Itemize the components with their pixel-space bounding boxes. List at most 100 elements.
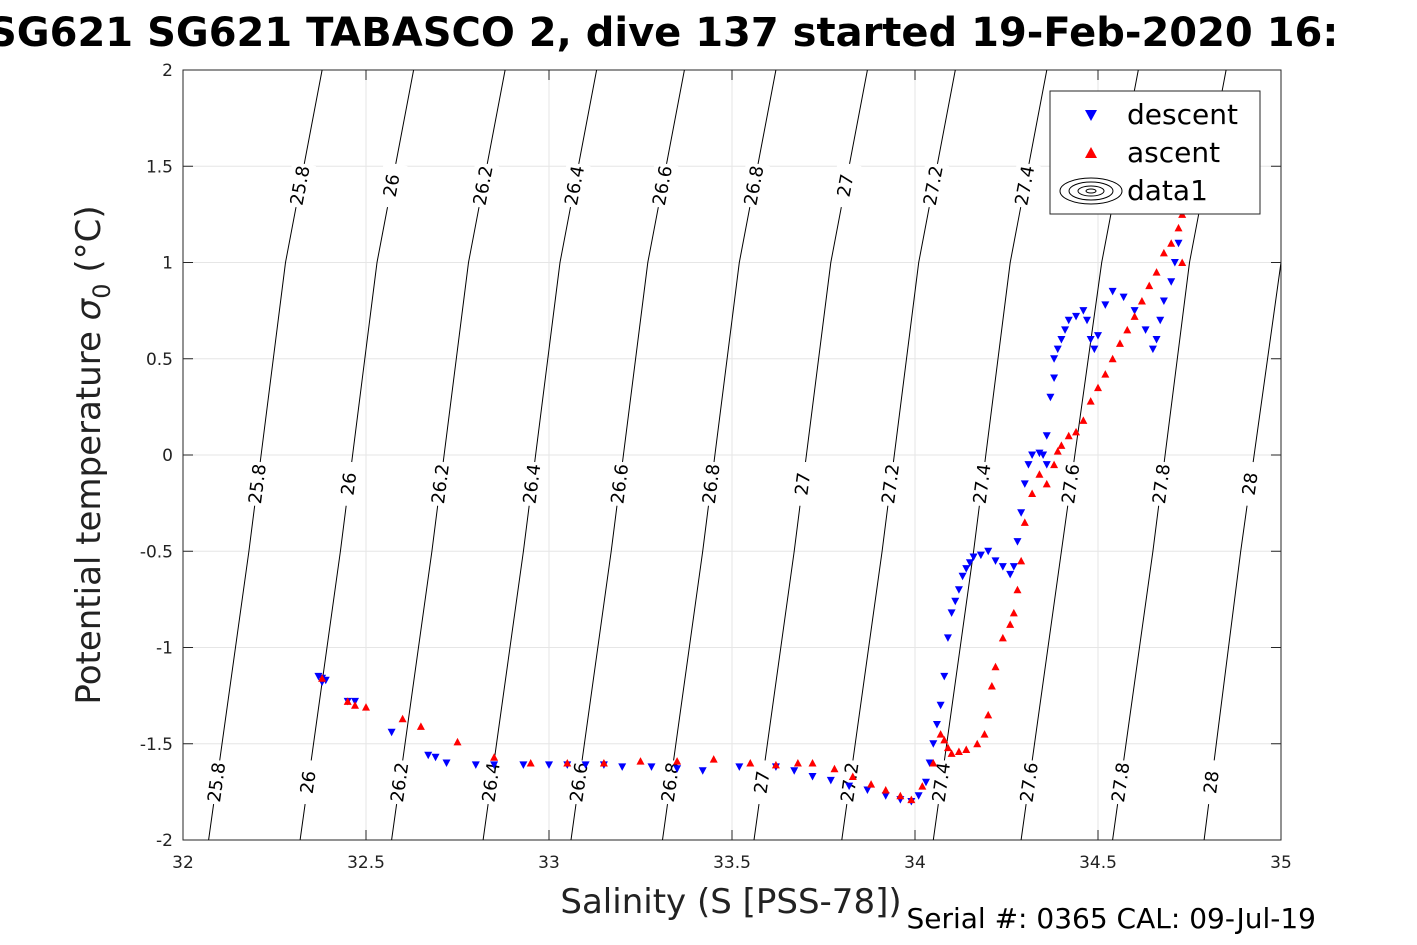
ascent-point bbox=[907, 795, 916, 804]
contour-label-bg bbox=[605, 460, 635, 508]
y-axis-label-unit: (°C) bbox=[69, 205, 109, 283]
descent-point bbox=[984, 547, 993, 556]
contour-label-bg bbox=[646, 161, 679, 210]
descent-point bbox=[976, 551, 985, 560]
descent-point bbox=[490, 761, 499, 769]
legend-descent-label: descent bbox=[1127, 98, 1238, 131]
descent-point bbox=[1083, 316, 1092, 325]
descent-point bbox=[998, 563, 1007, 571]
contour-label: 26.8 bbox=[699, 463, 725, 505]
x-tick-label: 35 bbox=[1270, 853, 1292, 873]
descent-point bbox=[932, 721, 941, 729]
contour-label-bg bbox=[384, 758, 415, 806]
contour-label-bg bbox=[1014, 758, 1045, 806]
descent-point bbox=[1174, 239, 1183, 248]
descent-point bbox=[1028, 451, 1037, 459]
descent-point bbox=[965, 559, 974, 567]
contour-label: 26 bbox=[297, 770, 321, 796]
ascent-point bbox=[1035, 470, 1044, 478]
descent-point bbox=[1050, 355, 1059, 363]
descent-point bbox=[647, 763, 656, 771]
descent-point bbox=[914, 792, 923, 800]
descent-point bbox=[1046, 393, 1055, 402]
y-tick-label: 0.5 bbox=[146, 350, 173, 370]
y-axis-label-main: Potential temperature bbox=[69, 320, 109, 704]
contour-label-bg bbox=[917, 161, 950, 210]
ascent-point bbox=[526, 759, 535, 767]
ascent-point bbox=[1094, 383, 1102, 392]
descent-point bbox=[954, 586, 963, 594]
contour-label-bg bbox=[1235, 460, 1266, 508]
ascent-point bbox=[830, 764, 839, 773]
descent-point bbox=[1086, 336, 1095, 344]
descent-point bbox=[1159, 297, 1168, 305]
descent-point bbox=[673, 765, 682, 773]
contour-label-bg bbox=[242, 460, 273, 508]
x-tick-label: 32 bbox=[172, 853, 194, 873]
x-tick-label: 33 bbox=[538, 853, 560, 873]
contour-label-bg bbox=[1146, 460, 1177, 508]
descent-point bbox=[969, 553, 978, 562]
ascent-point bbox=[771, 760, 780, 769]
y-axis-label-subscript: 0 bbox=[88, 283, 116, 298]
contour-label-bg bbox=[834, 758, 865, 806]
contour-label: 28 bbox=[1239, 471, 1263, 497]
descent-point bbox=[424, 751, 433, 760]
ascent-point bbox=[808, 759, 817, 767]
y-tick-label: -0.5 bbox=[140, 542, 173, 562]
contour-label: 26.2 bbox=[428, 463, 454, 505]
ascent-point bbox=[362, 703, 370, 711]
legend-ascent-label: ascent bbox=[1127, 136, 1220, 169]
descent-point bbox=[1108, 287, 1117, 296]
ascent-point bbox=[636, 757, 645, 765]
ascent-point bbox=[1130, 312, 1139, 320]
ascent-point bbox=[746, 759, 755, 767]
contour-label: 27.4 bbox=[970, 463, 996, 505]
contour-label-bg bbox=[558, 161, 591, 210]
descent-point bbox=[1013, 538, 1022, 546]
legend-ascent-marker bbox=[1085, 147, 1097, 158]
y-tick-label: -1 bbox=[156, 639, 173, 659]
ascent-point bbox=[1053, 447, 1062, 455]
contour-label-bg bbox=[284, 161, 317, 210]
ascent-point bbox=[998, 633, 1007, 642]
ascent-point bbox=[940, 735, 949, 744]
y-tick-label: 1.5 bbox=[146, 157, 173, 177]
y-tick-label: 2 bbox=[162, 61, 173, 81]
descent-point bbox=[1072, 312, 1081, 321]
contour-label: 27 bbox=[791, 471, 815, 496]
ascent-point bbox=[1042, 479, 1051, 488]
descent-point bbox=[698, 767, 707, 775]
serial-cal-footer: Serial #: 0365 CAL: 09-Jul-19 bbox=[906, 902, 1316, 935]
contour-label-bg bbox=[1105, 758, 1136, 806]
descent-point bbox=[581, 761, 590, 769]
descent-point bbox=[936, 701, 945, 710]
ascent-point bbox=[490, 753, 499, 761]
ascent-point bbox=[599, 759, 608, 767]
ascent-point bbox=[1137, 297, 1146, 305]
ascent-point bbox=[1178, 258, 1187, 266]
descent-point bbox=[314, 672, 323, 681]
descent-point bbox=[1042, 432, 1051, 440]
ascent-point bbox=[416, 722, 425, 730]
ascent-point bbox=[1123, 325, 1132, 334]
descent-point bbox=[387, 728, 396, 737]
ascent-point bbox=[351, 701, 360, 709]
descent-point bbox=[808, 772, 817, 781]
ascent-point bbox=[1013, 585, 1022, 594]
descent-point bbox=[1064, 316, 1073, 325]
contour-label-bg bbox=[564, 758, 594, 806]
descent-point bbox=[1094, 332, 1102, 340]
ascent-point bbox=[962, 745, 971, 754]
ascent-point bbox=[848, 772, 857, 780]
descent-point bbox=[790, 767, 799, 775]
descent-point bbox=[431, 753, 440, 762]
descent-point bbox=[921, 778, 930, 787]
ascent-point bbox=[1072, 427, 1081, 436]
descent-point bbox=[1050, 374, 1059, 382]
ascent-point bbox=[1115, 339, 1124, 347]
contour-label-bg bbox=[201, 758, 232, 806]
ascent-point bbox=[709, 755, 718, 763]
ascent-point bbox=[991, 662, 1000, 671]
ascent-point bbox=[1145, 281, 1154, 290]
